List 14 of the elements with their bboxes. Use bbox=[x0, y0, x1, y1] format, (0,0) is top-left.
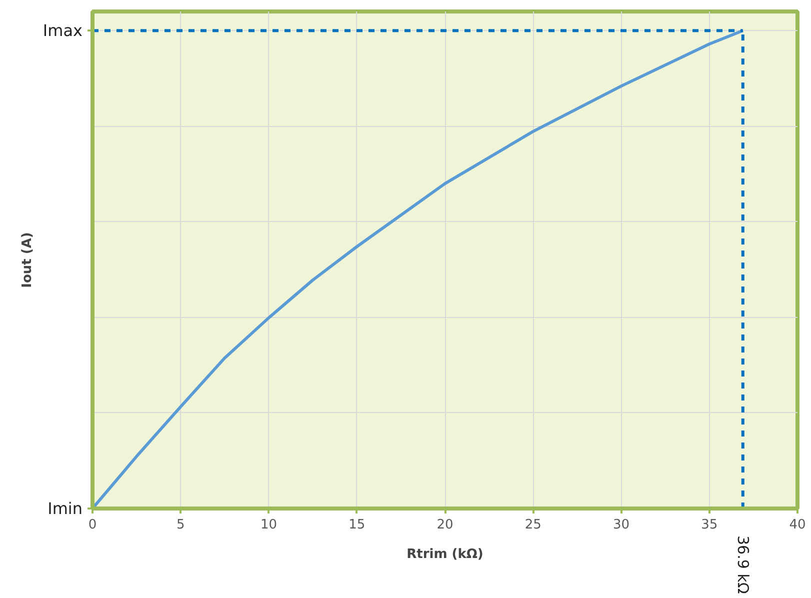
x-tick-label: 20 bbox=[436, 518, 454, 532]
x-axis-title: Rtrim (kΩ) bbox=[406, 546, 484, 562]
ref-line-label: Imax bbox=[42, 21, 82, 40]
x-tick-label: 40 bbox=[789, 518, 806, 532]
x-tick-label: 35 bbox=[701, 518, 718, 532]
x-tick-label: 0 bbox=[88, 518, 97, 532]
x-tick-label: 5 bbox=[176, 518, 185, 532]
x-tick-label: 15 bbox=[348, 518, 366, 532]
x-tick-label: 30 bbox=[612, 518, 630, 532]
y-axis-title: Iout (A) bbox=[20, 232, 35, 288]
ref-line-label: 36.9 kΩ bbox=[734, 536, 752, 594]
ref-line-label: Imin bbox=[48, 499, 82, 518]
x-tick-label: 25 bbox=[524, 518, 542, 532]
x-tick-label: 10 bbox=[260, 518, 278, 532]
